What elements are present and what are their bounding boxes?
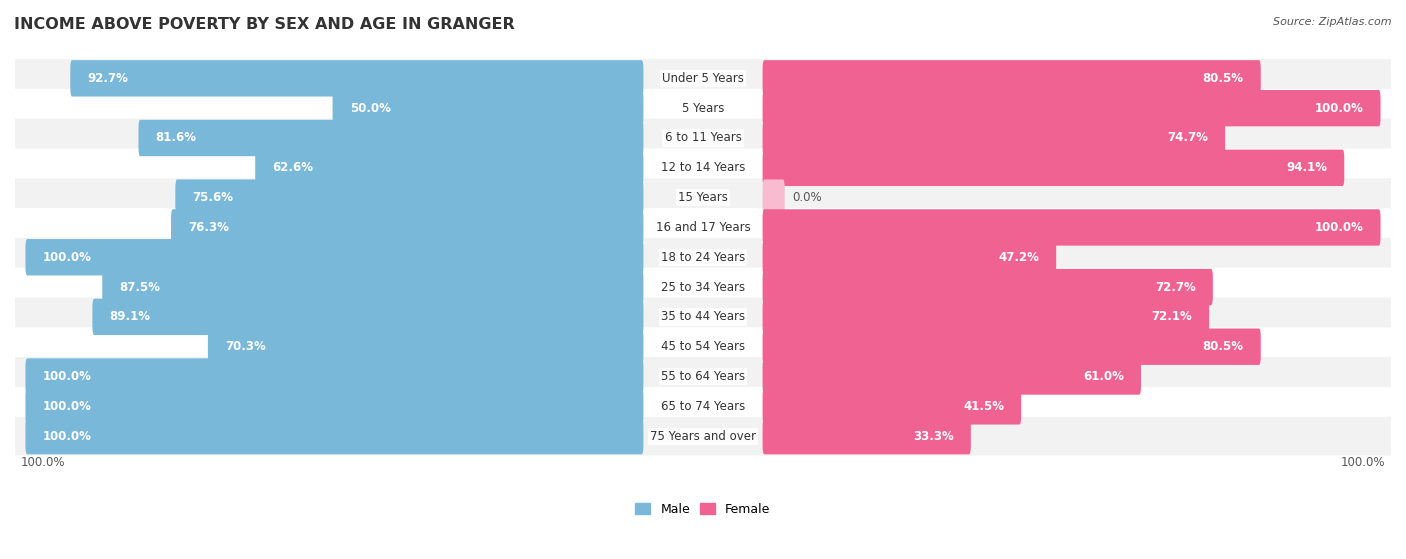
Text: 12 to 14 Years: 12 to 14 Years (661, 162, 745, 174)
FancyBboxPatch shape (254, 150, 644, 186)
Text: 61.0%: 61.0% (1083, 370, 1123, 383)
FancyBboxPatch shape (14, 357, 1392, 396)
Text: 35 to 44 Years: 35 to 44 Years (661, 310, 745, 324)
FancyBboxPatch shape (762, 179, 785, 216)
FancyBboxPatch shape (93, 299, 644, 335)
FancyBboxPatch shape (208, 329, 644, 365)
FancyBboxPatch shape (25, 239, 644, 276)
Text: 33.3%: 33.3% (912, 430, 953, 443)
Text: 89.1%: 89.1% (110, 310, 150, 324)
Text: 16 and 17 Years: 16 and 17 Years (655, 221, 751, 234)
FancyBboxPatch shape (176, 179, 644, 216)
Text: Source: ZipAtlas.com: Source: ZipAtlas.com (1274, 17, 1392, 27)
FancyBboxPatch shape (333, 90, 644, 126)
FancyBboxPatch shape (14, 268, 1392, 306)
Text: 80.5%: 80.5% (1202, 340, 1243, 353)
FancyBboxPatch shape (762, 418, 970, 454)
FancyBboxPatch shape (14, 387, 1392, 426)
FancyBboxPatch shape (14, 119, 1392, 158)
FancyBboxPatch shape (70, 60, 644, 97)
Text: 18 to 24 Years: 18 to 24 Years (661, 251, 745, 264)
FancyBboxPatch shape (762, 209, 1381, 245)
Text: 70.3%: 70.3% (225, 340, 266, 353)
Text: 62.6%: 62.6% (273, 162, 314, 174)
Legend: Male, Female: Male, Female (630, 498, 776, 521)
Text: 50.0%: 50.0% (350, 102, 391, 115)
FancyBboxPatch shape (14, 208, 1392, 247)
FancyBboxPatch shape (14, 178, 1392, 217)
Text: 92.7%: 92.7% (87, 72, 128, 85)
Text: 6 to 11 Years: 6 to 11 Years (665, 131, 741, 144)
Text: INCOME ABOVE POVERTY BY SEX AND AGE IN GRANGER: INCOME ABOVE POVERTY BY SEX AND AGE IN G… (14, 17, 515, 32)
Text: 47.2%: 47.2% (998, 251, 1039, 264)
Text: 41.5%: 41.5% (963, 400, 1004, 413)
Text: 72.1%: 72.1% (1152, 310, 1192, 324)
FancyBboxPatch shape (14, 59, 1392, 98)
Text: 100.0%: 100.0% (1340, 457, 1385, 470)
Text: 87.5%: 87.5% (120, 281, 160, 293)
Text: 81.6%: 81.6% (156, 131, 197, 144)
FancyBboxPatch shape (762, 239, 1056, 276)
FancyBboxPatch shape (138, 120, 644, 156)
Text: 74.7%: 74.7% (1167, 131, 1208, 144)
FancyBboxPatch shape (14, 328, 1392, 366)
FancyBboxPatch shape (25, 388, 644, 424)
FancyBboxPatch shape (762, 269, 1213, 305)
Text: 65 to 74 Years: 65 to 74 Years (661, 400, 745, 413)
Text: 15 Years: 15 Years (678, 191, 728, 204)
FancyBboxPatch shape (762, 329, 1261, 365)
FancyBboxPatch shape (14, 149, 1392, 187)
Text: 80.5%: 80.5% (1202, 72, 1243, 85)
FancyBboxPatch shape (14, 417, 1392, 456)
FancyBboxPatch shape (762, 120, 1225, 156)
FancyBboxPatch shape (25, 358, 644, 395)
Text: 100.0%: 100.0% (42, 370, 91, 383)
Text: 100.0%: 100.0% (1315, 221, 1364, 234)
Text: 25 to 34 Years: 25 to 34 Years (661, 281, 745, 293)
Text: 76.3%: 76.3% (188, 221, 229, 234)
Text: 100.0%: 100.0% (21, 457, 66, 470)
FancyBboxPatch shape (762, 388, 1021, 424)
FancyBboxPatch shape (103, 269, 644, 305)
Text: 72.7%: 72.7% (1154, 281, 1195, 293)
Text: 94.1%: 94.1% (1286, 162, 1327, 174)
FancyBboxPatch shape (14, 297, 1392, 337)
FancyBboxPatch shape (14, 238, 1392, 277)
Text: Under 5 Years: Under 5 Years (662, 72, 744, 85)
FancyBboxPatch shape (762, 150, 1344, 186)
Text: 5 Years: 5 Years (682, 102, 724, 115)
Text: 75 Years and over: 75 Years and over (650, 430, 756, 443)
FancyBboxPatch shape (762, 358, 1142, 395)
Text: 100.0%: 100.0% (42, 430, 91, 443)
FancyBboxPatch shape (14, 89, 1392, 127)
FancyBboxPatch shape (762, 90, 1381, 126)
Text: 100.0%: 100.0% (1315, 102, 1364, 115)
Text: 55 to 64 Years: 55 to 64 Years (661, 370, 745, 383)
Text: 45 to 54 Years: 45 to 54 Years (661, 340, 745, 353)
FancyBboxPatch shape (172, 209, 644, 245)
Text: 100.0%: 100.0% (42, 251, 91, 264)
FancyBboxPatch shape (762, 299, 1209, 335)
FancyBboxPatch shape (25, 418, 644, 454)
Text: 0.0%: 0.0% (792, 191, 821, 204)
Text: 75.6%: 75.6% (193, 191, 233, 204)
FancyBboxPatch shape (762, 60, 1261, 97)
Text: 100.0%: 100.0% (42, 400, 91, 413)
